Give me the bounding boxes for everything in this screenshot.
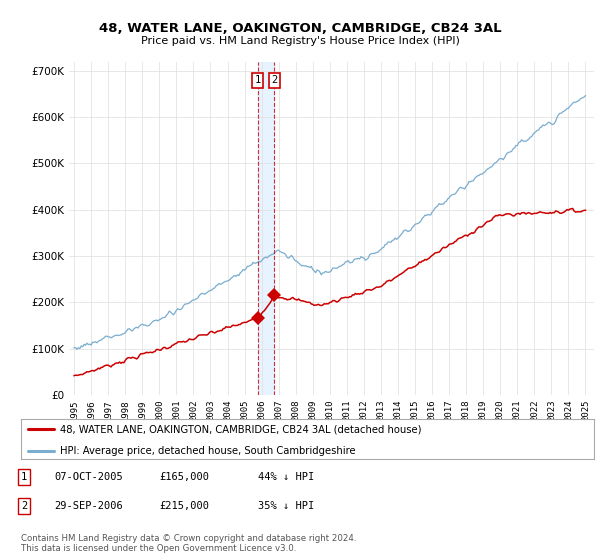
Text: 2: 2	[21, 501, 27, 511]
Text: 1: 1	[21, 472, 27, 482]
Text: 07-OCT-2005: 07-OCT-2005	[54, 472, 123, 482]
Text: £215,000: £215,000	[159, 501, 209, 511]
Text: 1: 1	[254, 76, 261, 86]
Bar	[257, 62, 274, 395]
Text: HPI: Average price, detached house, South Cambridgeshire: HPI: Average price, detached house, Sout…	[60, 446, 356, 456]
Text: 35% ↓ HPI: 35% ↓ HPI	[258, 501, 314, 511]
Text: 48, WATER LANE, OAKINGTON, CAMBRIDGE, CB24 3AL: 48, WATER LANE, OAKINGTON, CAMBRIDGE, CB…	[98, 22, 502, 35]
Text: 29-SEP-2006: 29-SEP-2006	[54, 501, 123, 511]
Text: 48, WATER LANE, OAKINGTON, CAMBRIDGE, CB24 3AL (detached house): 48, WATER LANE, OAKINGTON, CAMBRIDGE, CB…	[60, 424, 421, 435]
Text: 44% ↓ HPI: 44% ↓ HPI	[258, 472, 314, 482]
Text: Contains HM Land Registry data © Crown copyright and database right 2024.
This d: Contains HM Land Registry data © Crown c…	[21, 534, 356, 553]
Text: 2: 2	[271, 76, 278, 86]
Text: Price paid vs. HM Land Registry's House Price Index (HPI): Price paid vs. HM Land Registry's House …	[140, 36, 460, 46]
Text: £165,000: £165,000	[159, 472, 209, 482]
